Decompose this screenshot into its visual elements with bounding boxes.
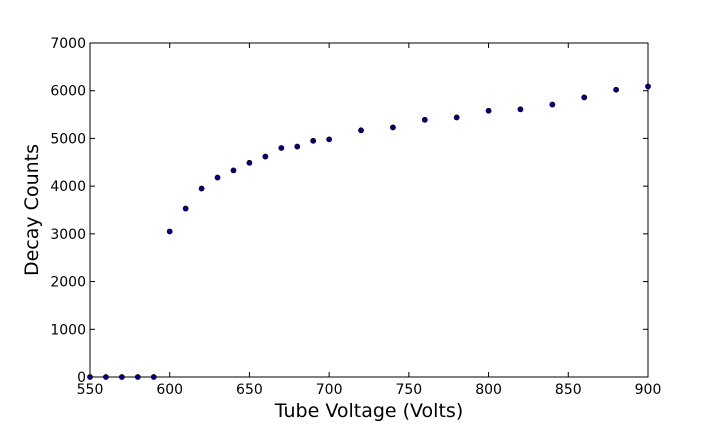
data-points [87, 83, 651, 380]
x-tick-label-1: 600 [156, 382, 183, 398]
data-point-0-22 [549, 101, 556, 108]
data-point-0-9 [230, 167, 237, 174]
data-point-0-2 [118, 374, 125, 380]
data-point-0-13 [294, 143, 301, 150]
x-axis-title: Tube Voltage (Volts) [274, 400, 463, 422]
data-point-0-5 [166, 228, 173, 235]
data-point-0-15 [326, 136, 333, 143]
data-point-0-3 [134, 374, 141, 380]
x-tick-label-0: 550 [77, 382, 104, 398]
data-point-0-11 [262, 153, 269, 160]
data-point-0-12 [278, 145, 285, 151]
data-point-0-16 [358, 127, 364, 134]
data-point-0-19 [453, 114, 460, 121]
data-point-0-17 [390, 124, 396, 131]
data-point-0-6 [182, 205, 189, 212]
x-tick-label-2: 650 [236, 382, 263, 398]
y-tick-label-2: 2000 [50, 275, 86, 291]
data-point-0-25 [645, 83, 651, 90]
data-point-0-1 [103, 374, 109, 380]
x-tick-label-5: 800 [475, 382, 502, 398]
x-tick-label-7: 900 [635, 382, 662, 398]
y-axis-title: Decay Counts [21, 144, 43, 276]
data-point-0-23 [581, 94, 588, 101]
x-tick-label-3: 700 [316, 382, 343, 398]
data-point-0-8 [214, 174, 221, 181]
y-tick-label-3: 3000 [50, 227, 86, 243]
data-point-0-21 [517, 106, 524, 113]
axis-ticks [89, 42, 649, 378]
data-point-0-24 [613, 86, 620, 93]
data-point-0-7 [198, 185, 205, 192]
data-point-0-18 [421, 116, 428, 123]
x-tick-label-6: 850 [555, 382, 582, 398]
y-tick-label-5: 5000 [50, 131, 86, 147]
plot-area [89, 42, 649, 378]
data-point-0-20 [485, 107, 492, 114]
tick-labels: 550 600 650 700 750 800 850 900 0 1000 2000 3000 400… [50, 36, 661, 398]
data-point-0-0 [87, 374, 93, 380]
y-tick-label-7: 7000 [50, 36, 86, 52]
x-tick-label-4: 750 [395, 382, 422, 398]
y-tick-label-6: 6000 [50, 84, 86, 100]
y-tick-label-4: 4000 [50, 179, 86, 195]
data-point-0-4 [150, 374, 157, 380]
data-point-0-14 [310, 137, 317, 144]
data-point-0-10 [246, 159, 253, 166]
y-tick-label-1: 1000 [50, 322, 86, 338]
y-tick-label-0: 0 [77, 370, 86, 386]
